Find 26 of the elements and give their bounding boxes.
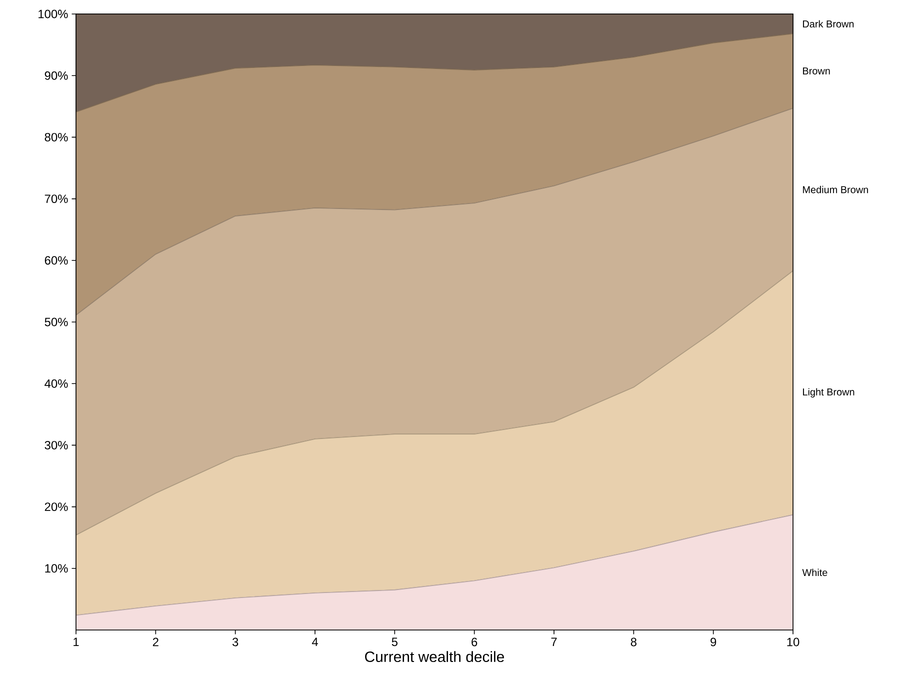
x-tick-label: 9 (710, 638, 716, 646)
x-tick-label: 8 (630, 638, 636, 646)
y-tick-label: 10% (45, 564, 68, 573)
y-tick-label: 40% (44, 379, 68, 388)
x-tick-label: 1 (74, 638, 79, 646)
x-tick-label: 5 (392, 638, 398, 646)
y-tick-label: 50% (44, 318, 68, 326)
x-axis-title: Current wealth decile (365, 651, 504, 662)
x-tick-label: 10 (787, 638, 800, 646)
x-tick-label: 7 (551, 638, 557, 646)
y-tick-label: 100% (38, 10, 68, 18)
x-tick-label: 4 (312, 638, 318, 646)
y-tick-label: 20% (44, 502, 68, 512)
y-tick-label: 80% (44, 132, 68, 142)
x-tick-label: 2 (152, 638, 158, 646)
x-tick-label: 3 (232, 638, 238, 646)
x-tick-label: 6 (472, 638, 478, 646)
series-label: Dark Brown (803, 20, 854, 28)
series-label: Medium Brown (803, 186, 868, 194)
y-tick-label: 30% (44, 440, 68, 450)
series-label: Light Brown (803, 388, 854, 398)
series-label: Brown (803, 67, 830, 74)
y-tick-label: 70% (44, 194, 68, 204)
y-tick-label: 90% (44, 71, 68, 80)
series-label: White (802, 568, 828, 576)
y-tick-label: 60% (44, 256, 68, 265)
